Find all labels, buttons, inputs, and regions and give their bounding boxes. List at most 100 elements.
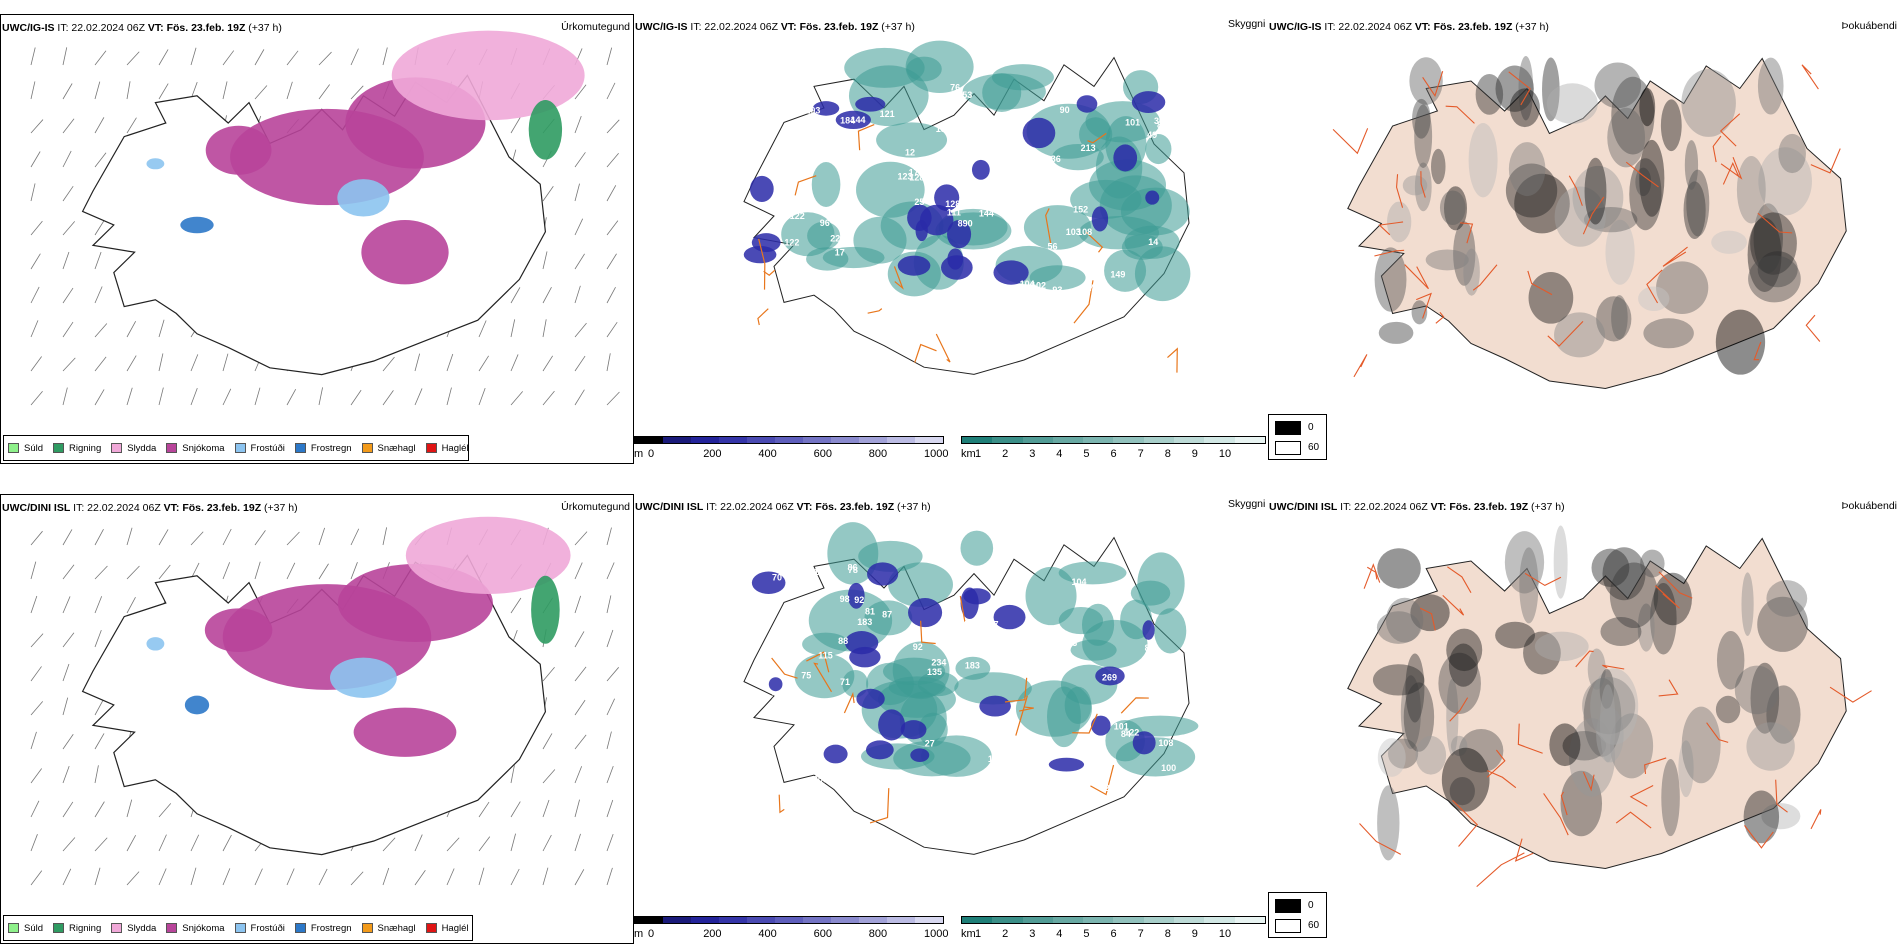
ceiling-value-label: 183 [965,660,980,670]
ceiling-area [993,260,1029,285]
road-line [1416,292,1432,319]
ceiling-value-label: 12 [905,147,915,157]
road-line [959,595,966,623]
road-line [1445,105,1475,124]
legend-label: Snjókoma [182,922,225,934]
legend-label: Snjókoma [182,442,225,454]
road-line [867,308,883,314]
ceiling-area [855,96,886,112]
fog-area [1583,206,1638,233]
legend-label: Frostúði [250,922,285,934]
road-line [1646,269,1663,304]
visibility-area [1070,639,1117,661]
visibility-area [781,212,835,257]
cloud-title-1: UWC/IG-IS IT: 22.02.2024 06Z VT: Fös. 23… [635,21,915,33]
road-line [1476,852,1525,888]
cloud-map-2[interactable]: 33 108 92 209 183 101 183 88 100 98 135 75 108 100 92 7… [634,494,1268,894]
precip-map-2[interactable] [1,495,634,944]
road-line [1460,222,1474,244]
visibility-area [864,600,913,636]
ceiling-area [1091,206,1109,232]
legend-swatch [53,443,65,453]
cloud-map-type-1: Skyggni [1228,18,1266,30]
legend-label: Slydda [127,442,157,454]
ceiling-value-label: 56 [853,161,863,171]
legend-item-frostúði: Frostúði [234,442,285,454]
fog-area [1439,190,1466,226]
precip-map-type-1: Úrkomutegund [561,21,630,33]
fog-map-2[interactable] [1268,494,1900,904]
ceiling-value-label: 71 [840,677,850,687]
scale-tick: 9 [1191,448,1198,460]
fog-area [1681,68,1736,137]
visibility-area [1064,686,1092,725]
ceiling-area [963,588,991,605]
fog-area [1554,312,1606,358]
cloud-map-panel-2: UWC/DINI ISL IT: 22.02.2024 06Z VT: Fös.… [634,494,1268,944]
legend-item-rigning: Rigning [53,923,101,934]
precip-map-1[interactable] [1,15,634,464]
scale-tick: 5 [1083,448,1090,460]
legend-item-snæhagl: Snæhagl [361,443,416,454]
ceiling-area [1022,117,1056,149]
fog-legend-swatch-0 [1275,421,1301,435]
ceiling-value-label: 404 [881,290,896,300]
fog-area [1438,652,1481,714]
ceiling-value-label: 104 [1020,279,1035,289]
legend-swatch [425,923,437,933]
legend-label: Rigning [69,442,102,454]
ceiling-value-label: 94 [1063,95,1073,105]
precip-area [180,216,214,234]
road-line [1378,221,1404,236]
road-line [771,657,798,679]
road-line [1072,713,1098,734]
fog-area [1528,272,1574,324]
road-line [1447,566,1472,594]
legend-label: Frostúði [250,442,285,454]
ceiling-value-label: 135 [927,667,942,677]
fog-area [1596,296,1632,342]
road-line [1582,196,1605,235]
fog-area [1514,173,1570,234]
road-line [1722,161,1739,185]
fog-area [1549,723,1581,767]
visibility-scale-bar [961,916,1266,924]
road-line [758,238,766,290]
precip-area [204,608,273,653]
ceiling-value-label: 122 [1124,728,1139,738]
ceiling-value-label: 178 [1149,680,1164,690]
fog-area [1748,255,1801,303]
cloud-map-1[interactable]: 101 8124481221710813612356719690491418414… [634,14,1268,414]
ceiling-value-label: 128 [1003,766,1018,776]
ceiling-area [1145,190,1160,205]
fog-area [1638,286,1670,312]
scale-tick: 400 [758,448,777,460]
ceiling-area [751,571,786,595]
ceiling-value-label: 88 [838,636,848,646]
precip-area [337,179,390,217]
ceiling-value-label: 76 [1016,643,1026,653]
ceiling-area [1113,144,1138,172]
fog-area [1377,548,1421,589]
visibility-area [811,161,841,207]
ceiling-scale-1: m 0 200 400 600 800 1000 [634,436,948,464]
ceiling-value-label: 71 [848,168,858,178]
fog-area [1582,676,1636,735]
road-line [1517,723,1543,754]
ceiling-area [878,709,906,741]
fog-area [1504,531,1545,594]
fog-map-1[interactable] [1268,14,1900,424]
road-line [1744,825,1774,849]
road-line [869,788,890,824]
legend-swatch [425,443,437,453]
ceiling-value-label: 163 [1048,642,1063,652]
ceiling-scale-2: m 0 200 400 600 800 1000 [634,916,948,944]
fog-area [1495,621,1536,649]
precip-legend-2: Súld Rigning Slydda Snjókoma Frostúði Frostre… [3,915,473,941]
road-line [920,620,936,645]
ceiling-value-label: 57 [1088,767,1098,777]
ceiling-area [1142,620,1155,640]
fog-area [1449,776,1475,806]
precip-title-2: UWC/DINI ISL IT: 22.02.2024 06Z VT: Fös.… [2,502,298,514]
scale-unit: m [634,928,644,940]
